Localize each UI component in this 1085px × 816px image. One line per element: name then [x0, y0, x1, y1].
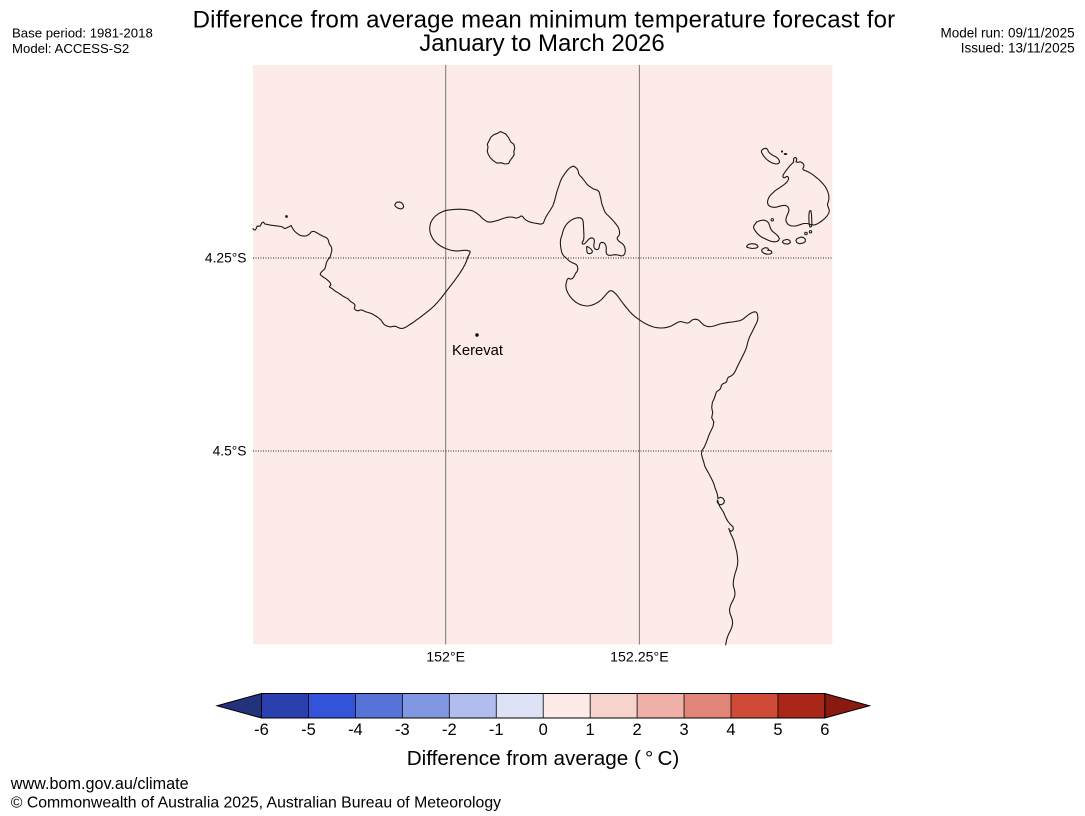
- svg-text:Issued: 13/11/2025: Issued: 13/11/2025: [961, 41, 1075, 56]
- svg-text:-2: -2: [442, 721, 457, 739]
- svg-text:Kerevat: Kerevat: [452, 343, 503, 359]
- svg-text:Model: ACCESS-S2: Model: ACCESS-S2: [12, 41, 129, 56]
- svg-text:5: 5: [773, 721, 782, 739]
- svg-text:-3: -3: [395, 721, 410, 739]
- svg-text:6: 6: [820, 721, 829, 739]
- svg-text:3: 3: [679, 721, 688, 739]
- svg-text:4.5°S: 4.5°S: [213, 443, 247, 458]
- svg-text:152°E: 152°E: [426, 649, 465, 665]
- svg-text:Difference from average ( ° C): Difference from average ( ° C): [407, 747, 680, 770]
- svg-text:Difference from average mean m: Difference from average mean minimum tem…: [193, 7, 896, 34]
- svg-text:Base period: 1981-2018: Base period: 1981-2018: [12, 26, 153, 41]
- svg-text:January to March 2026: January to March 2026: [419, 30, 664, 57]
- svg-text:© Commonwealth of Australia 20: © Commonwealth of Australia 2025, Austra…: [11, 795, 501, 812]
- svg-text:www.bom.gov.au/climate: www.bom.gov.au/climate: [10, 775, 189, 793]
- svg-text:1: 1: [586, 721, 595, 739]
- svg-text:Model run: 09/11/2025: Model run: 09/11/2025: [940, 25, 1074, 40]
- svg-text:2: 2: [633, 721, 642, 739]
- svg-text:4.25°S: 4.25°S: [205, 250, 247, 265]
- svg-text:0: 0: [539, 721, 548, 739]
- svg-text:-1: -1: [489, 721, 504, 739]
- svg-text:-4: -4: [348, 721, 363, 739]
- svg-text:4: 4: [726, 721, 735, 739]
- svg-text:152.25°E: 152.25°E: [610, 649, 669, 665]
- svg-text:-5: -5: [301, 721, 316, 739]
- svg-text:-6: -6: [254, 721, 269, 739]
